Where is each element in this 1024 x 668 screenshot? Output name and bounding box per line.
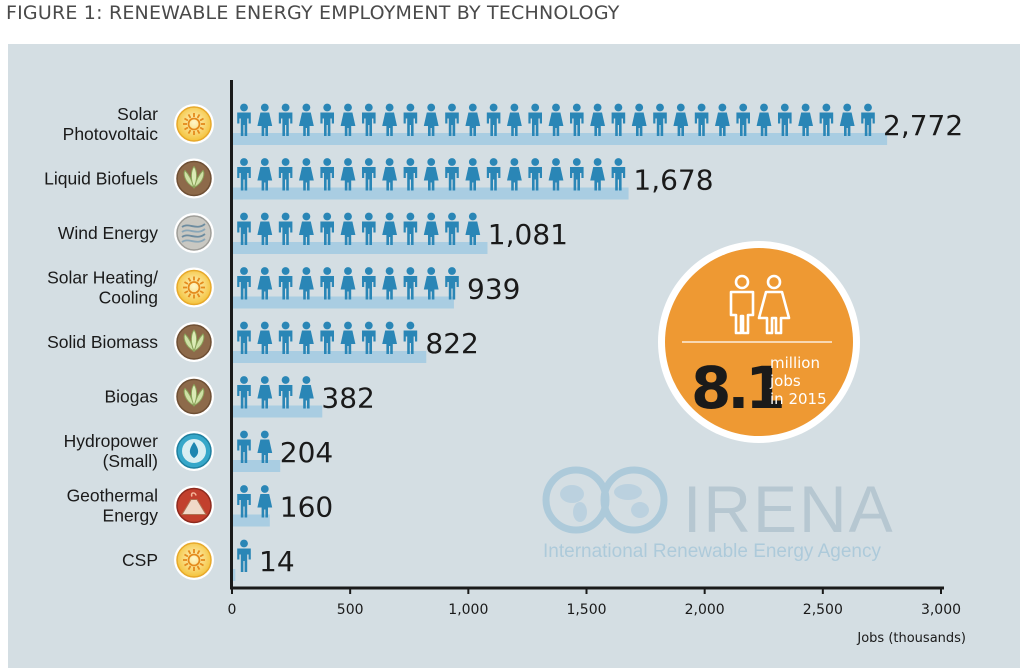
badge-value: 8.1 <box>691 354 782 422</box>
data-label: 160 <box>280 491 333 524</box>
data-label: 939 <box>467 273 520 306</box>
wind-icon <box>174 213 214 253</box>
bar <box>232 405 323 418</box>
badge-line-million: million <box>770 354 820 372</box>
chart-row: Biogas 382 <box>104 376 375 418</box>
total-jobs-badge: 8.1 million jobs in 2015 <box>658 241 860 443</box>
category-label: Solid Biomass <box>47 332 158 352</box>
x-tick-label: 1,500 <box>566 602 606 618</box>
x-tick-label: 2,000 <box>685 602 725 618</box>
leaf-icon <box>174 158 214 199</box>
globe-infinity-icon <box>542 466 668 534</box>
chart-row: Solar Photovoltaic 2,772 <box>63 103 963 145</box>
chart-row: Wind Energy 1,081 <box>58 212 568 254</box>
data-label: 14 <box>259 545 295 578</box>
data-label: 822 <box>425 327 478 360</box>
people-icon <box>729 274 791 335</box>
figure-title-text: RENEWABLE ENERGY EMPLOYMENT BY TECHNOLOG… <box>108 2 620 24</box>
x-axis-label: Jobs (thousands) <box>856 631 966 646</box>
leaf-icon <box>174 322 214 362</box>
bar <box>232 187 629 200</box>
data-label: 2,772 <box>883 109 963 142</box>
sun-icon <box>174 104 214 144</box>
bar <box>232 514 270 527</box>
chart-row: CSP 14 <box>122 539 295 581</box>
chart-row: Liquid Biofuels 1,678 <box>44 158 714 200</box>
badge-line-year: in 2015 <box>770 390 827 408</box>
irena-watermark: IRENA International Renewable Energy Age… <box>542 466 895 562</box>
chart-row: Solid Biomass 822 <box>47 321 479 363</box>
data-label: 1,081 <box>488 218 568 251</box>
bar <box>232 460 281 472</box>
water-drop-icon <box>174 431 214 471</box>
volcano-icon <box>174 485 214 526</box>
bar <box>232 296 454 309</box>
category-label: CSP <box>122 550 158 570</box>
chart-row: Hydropower (Small) 204 <box>64 430 333 472</box>
x-tick-label: 1,000 <box>448 602 488 618</box>
figure-label: FIGURE 1: <box>6 2 103 24</box>
x-tick-label: 3,000 <box>921 602 961 618</box>
bar <box>232 569 236 581</box>
watermark-subtitle: International Renewable Energy Agency <box>543 541 882 562</box>
bar <box>232 351 427 363</box>
category-label: Wind Energy <box>58 223 158 243</box>
data-label: 382 <box>321 382 374 415</box>
data-label: 204 <box>280 436 333 469</box>
chart-row: Geothermal Energy 160 <box>67 485 333 527</box>
x-tick-label: 2,500 <box>803 602 843 618</box>
category-label: Liquid Biofuels <box>44 169 158 189</box>
sun-icon <box>174 267 214 308</box>
figure-title: FIGURE 1: RENEWABLE ENERGY EMPLOYMENT BY… <box>6 2 620 24</box>
watermark-name: IRENA <box>683 472 895 546</box>
bar <box>232 242 488 254</box>
category-label: Solar Photovoltaic <box>63 104 159 144</box>
data-label: 1,678 <box>633 164 713 197</box>
bar <box>232 133 888 145</box>
sun-icon <box>174 540 214 580</box>
category-label: Geothermal Energy <box>67 486 159 526</box>
category-label: Hydropower (Small) <box>64 431 159 471</box>
category-label: Solar Heating/Cooling <box>47 268 158 308</box>
x-tick-label: 0 <box>228 602 237 618</box>
leaf-icon <box>174 376 214 417</box>
x-tick-label: 500 <box>337 602 364 618</box>
category-label: Biogas <box>104 387 158 407</box>
badge-line-jobs: jobs <box>769 372 801 390</box>
chart-row: Solar Heating/Cooling 939 <box>47 267 520 309</box>
